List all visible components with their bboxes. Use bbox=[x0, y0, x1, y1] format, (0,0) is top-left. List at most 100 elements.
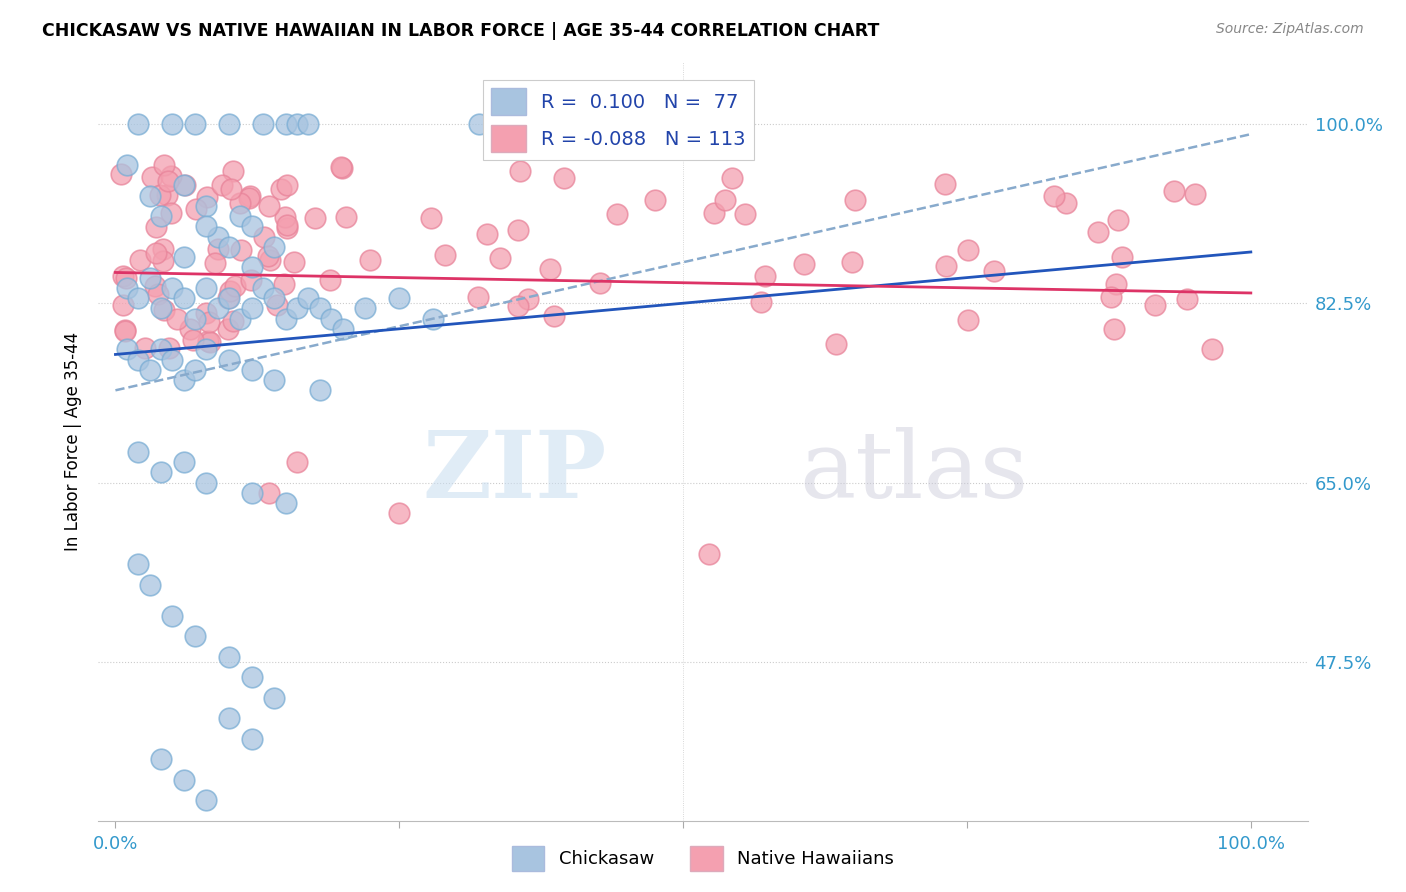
Point bbox=[129, 252, 152, 267]
Point bbox=[734, 207, 756, 221]
Point bbox=[149, 752, 172, 766]
Point bbox=[195, 475, 218, 490]
Point bbox=[273, 277, 295, 292]
Point bbox=[1107, 213, 1129, 227]
Point bbox=[195, 281, 218, 295]
Point bbox=[508, 299, 530, 313]
Point bbox=[252, 281, 274, 295]
Point bbox=[388, 291, 411, 305]
Point bbox=[252, 117, 274, 131]
Point bbox=[517, 292, 540, 306]
Point bbox=[184, 363, 207, 377]
Point bbox=[1043, 188, 1066, 202]
Point bbox=[207, 229, 229, 244]
Point bbox=[195, 199, 218, 213]
Point bbox=[110, 167, 132, 181]
Point bbox=[509, 163, 531, 178]
Point bbox=[173, 291, 195, 305]
Point bbox=[138, 270, 160, 285]
Point bbox=[257, 199, 280, 213]
Point bbox=[115, 281, 138, 295]
Point bbox=[543, 310, 565, 324]
Point bbox=[183, 333, 205, 347]
Point bbox=[239, 188, 262, 202]
Point bbox=[218, 352, 240, 367]
Point bbox=[274, 311, 297, 326]
Point bbox=[270, 182, 292, 196]
Point bbox=[259, 252, 281, 267]
Point bbox=[160, 281, 183, 295]
Point bbox=[184, 117, 207, 131]
Point bbox=[606, 207, 628, 221]
Text: Source: ZipAtlas.com: Source: ZipAtlas.com bbox=[1216, 22, 1364, 37]
Point bbox=[160, 169, 183, 184]
Point bbox=[197, 334, 219, 348]
Point bbox=[240, 301, 263, 316]
Point bbox=[195, 306, 218, 320]
Point bbox=[184, 311, 207, 326]
Point bbox=[420, 211, 443, 225]
Point bbox=[253, 230, 276, 244]
Point bbox=[285, 117, 308, 131]
Point bbox=[229, 209, 252, 223]
Point bbox=[422, 311, 444, 326]
Point bbox=[1184, 187, 1206, 202]
Point bbox=[127, 558, 149, 572]
Point bbox=[935, 260, 957, 274]
Point bbox=[141, 169, 163, 184]
Point bbox=[589, 276, 612, 290]
Point bbox=[1105, 277, 1128, 291]
Point bbox=[218, 649, 240, 664]
Point bbox=[114, 324, 136, 338]
Point bbox=[173, 373, 195, 387]
Point bbox=[721, 171, 744, 186]
Point bbox=[173, 772, 195, 787]
Point bbox=[218, 711, 240, 725]
Point bbox=[321, 311, 343, 326]
Point bbox=[749, 295, 772, 310]
Point bbox=[224, 279, 246, 293]
Point bbox=[219, 181, 242, 195]
Point bbox=[157, 174, 180, 188]
Point bbox=[145, 219, 167, 234]
Text: atlas: atlas bbox=[800, 427, 1029, 516]
Point bbox=[138, 188, 160, 202]
Point bbox=[198, 315, 221, 329]
Point bbox=[287, 455, 309, 469]
Point bbox=[186, 202, 208, 216]
Point bbox=[173, 178, 195, 193]
Point bbox=[1175, 292, 1198, 306]
Point bbox=[330, 160, 353, 174]
Point bbox=[229, 311, 252, 326]
Point bbox=[304, 211, 326, 225]
Point bbox=[553, 171, 575, 186]
Point bbox=[957, 312, 980, 326]
Point bbox=[160, 352, 183, 367]
Point bbox=[112, 298, 135, 312]
Point bbox=[308, 384, 330, 398]
Point bbox=[240, 363, 263, 377]
Point bbox=[221, 313, 243, 327]
Point bbox=[274, 210, 297, 224]
Text: CHICKASAW VS NATIVE HAWAIIAN IN LABOR FORCE | AGE 35-44 CORRELATION CHART: CHICKASAW VS NATIVE HAWAIIAN IN LABOR FO… bbox=[42, 22, 880, 40]
Point bbox=[934, 178, 956, 192]
Point bbox=[153, 303, 176, 318]
Point bbox=[221, 164, 243, 178]
Point bbox=[184, 629, 207, 643]
Point bbox=[489, 251, 512, 265]
Point bbox=[238, 190, 260, 204]
Point bbox=[359, 252, 381, 267]
Point bbox=[146, 287, 169, 301]
Point bbox=[240, 731, 263, 746]
Point bbox=[149, 343, 172, 357]
Point bbox=[195, 793, 218, 807]
Point bbox=[229, 196, 252, 211]
Point bbox=[714, 194, 737, 208]
Point bbox=[1087, 225, 1109, 239]
Point bbox=[297, 291, 319, 305]
Legend: R =  0.100   N =  77, R = -0.088   N = 113: R = 0.100 N = 77, R = -0.088 N = 113 bbox=[484, 79, 754, 160]
Point bbox=[218, 240, 240, 254]
Point bbox=[153, 158, 176, 172]
Point bbox=[240, 485, 263, 500]
Point bbox=[207, 243, 229, 257]
